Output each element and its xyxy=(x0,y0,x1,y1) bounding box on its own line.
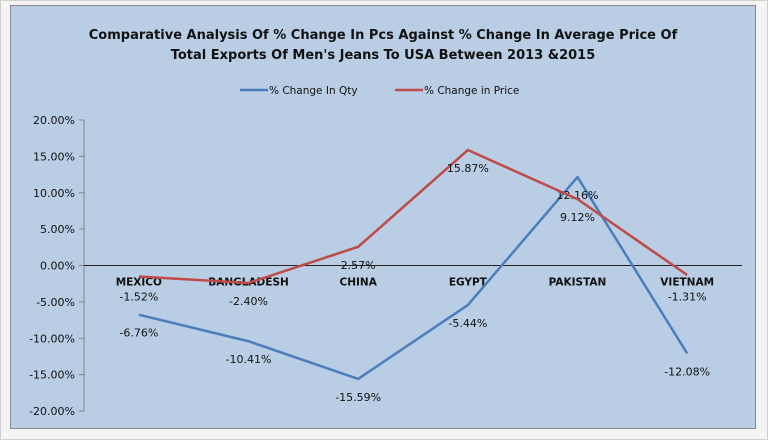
data-label: -15.59% xyxy=(335,391,381,404)
y-tick-label: -10.00% xyxy=(29,332,75,345)
category-label: EGYPT xyxy=(449,277,488,289)
chart-area: Comparative Analysis Of % Change In Pcs … xyxy=(10,5,756,429)
line-chart: 20.00% 15.00% 10.00% 5.00% 0.00% -5.00% -10.00… xyxy=(29,85,742,418)
y-tick-label: -20.00% xyxy=(29,405,75,418)
data-label: -12.08% xyxy=(664,365,710,378)
data-label: -2.40% xyxy=(229,295,268,308)
category-label: VIETNAM xyxy=(660,277,714,289)
chart-title-line-1: Comparative Analysis Of % Change In Pcs … xyxy=(88,28,678,43)
data-label: 12.16% xyxy=(557,189,599,202)
category-label: PAKISTAN xyxy=(549,277,607,289)
y-tick-label: 0.00% xyxy=(40,260,75,273)
chart-title: Comparative Analysis Of % Change In Pcs … xyxy=(11,26,755,66)
y-tick-label: 5.00% xyxy=(40,223,75,236)
category-label: MEXICO xyxy=(116,277,162,289)
series-line-qty xyxy=(138,175,689,381)
y-tick-label: 20.00% xyxy=(33,114,75,127)
data-label: -1.31% xyxy=(668,291,707,304)
data-label: 2.57% xyxy=(341,259,376,272)
data-label: 9.12% xyxy=(560,211,595,224)
chart-title-line-2: Total Exports Of Men's Jeans To USA Betw… xyxy=(170,48,596,63)
series-line-price xyxy=(138,148,688,285)
data-label: -10.41% xyxy=(226,353,272,366)
data-label: -1.52% xyxy=(119,291,158,304)
y-tick-label: 10.00% xyxy=(33,187,75,200)
legend-label: % Change In Qty xyxy=(269,85,358,97)
y-tick-label: -15.00% xyxy=(29,369,75,382)
data-label: 15.87% xyxy=(447,162,489,175)
data-label: -5.44% xyxy=(448,317,487,330)
category-label: CHINA xyxy=(340,277,378,289)
y-tick-label: -5.00% xyxy=(36,296,75,309)
legend-label: % Change in Price xyxy=(424,85,519,97)
data-label: -6.76% xyxy=(119,327,158,340)
y-tick-label: 15.00% xyxy=(33,150,75,163)
